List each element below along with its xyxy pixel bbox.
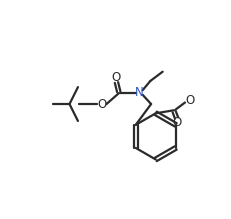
Text: O: O (185, 94, 194, 108)
Text: O: O (112, 71, 121, 84)
Text: O: O (172, 116, 181, 129)
Text: N: N (135, 86, 144, 99)
Text: O: O (97, 97, 106, 111)
